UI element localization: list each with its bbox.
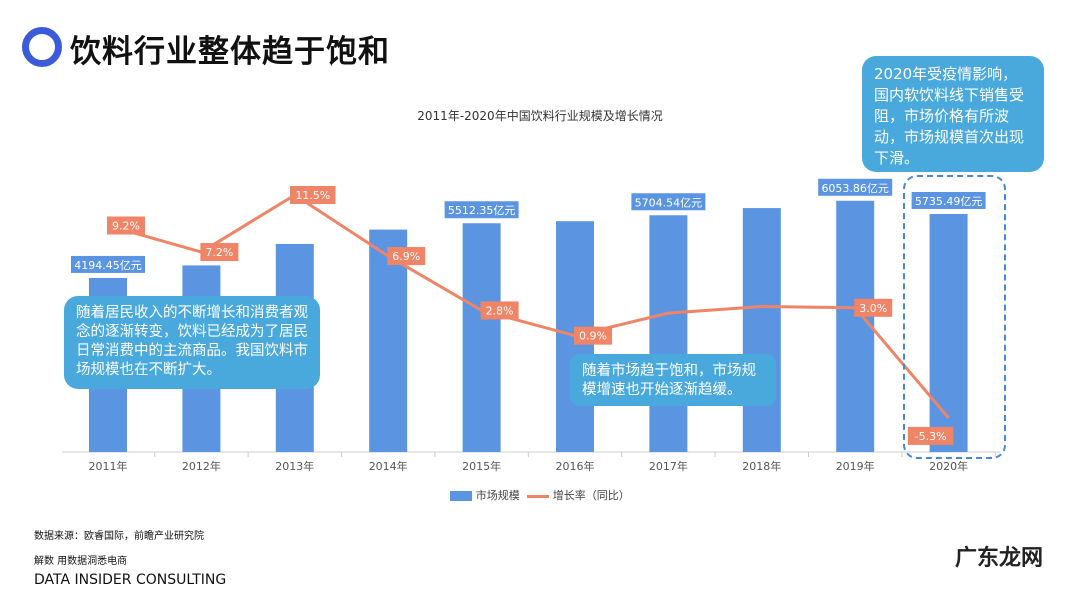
x-tick-label: 2018年 <box>742 459 781 473</box>
line-data-label: 3.0% <box>859 302 887 315</box>
legend-line-label: 增长率（同比） <box>552 489 630 502</box>
line-data-label: 7.2% <box>205 246 233 259</box>
line-label-bg <box>907 426 954 445</box>
bar-data-label: 5704.54亿元 <box>635 196 703 209</box>
bar-label-bg <box>911 191 986 209</box>
line-data-label: 9.2% <box>112 220 140 233</box>
line-label-bg <box>854 298 893 317</box>
callout-growth: 随着居民收入的不断增长和消费者观念的逐渐转变，饮料已经成为了居民日常消费中的主流… <box>64 296 320 389</box>
legend-line-swatch <box>527 494 550 498</box>
bar-data-label: 5735.49亿元 <box>915 195 983 208</box>
line-data-label: 0.9% <box>579 330 607 343</box>
callout-2020: 2020年受疫情影响，国内软饮料线下销售受阻，市场价格有所波动，市场规模首次出现… <box>862 56 1044 172</box>
x-tick-label: 2020年 <box>929 459 968 473</box>
legend: 市场规模 增长率（同比） <box>0 487 1080 503</box>
line-label-bg <box>107 216 145 235</box>
bar-label-bg <box>71 255 145 273</box>
bar-data-label: 5512.35亿元 <box>448 204 516 217</box>
x-tick-label: 2011年 <box>89 459 128 473</box>
x-tick-label: 2019年 <box>836 459 875 473</box>
callout-saturation: 随着市场趋于饱和，市场规模增速也开始逐渐趋缓。 <box>570 354 776 406</box>
bar <box>462 223 501 452</box>
bar-label-bg <box>444 201 519 219</box>
title-ring-icon <box>22 27 62 67</box>
x-tick-label: 2016年 <box>556 459 595 473</box>
line-data-label: -5.3% <box>915 430 947 443</box>
page-title: 饮料行业整体趋于饱和 <box>70 34 390 70</box>
bar-data-label: 6053.86亿元 <box>821 182 889 195</box>
line-label-bg <box>290 185 336 204</box>
line-label-bg <box>574 326 612 345</box>
legend-bar-label: 市场规模 <box>475 489 520 502</box>
bar <box>649 215 688 452</box>
line-label-bg <box>387 247 426 266</box>
company-name: DATA INSIDER CONSULTING <box>34 572 227 588</box>
x-tick-label: 2017年 <box>649 459 688 473</box>
line-label-bg <box>200 243 239 262</box>
x-tick-label: 2015年 <box>462 459 501 473</box>
slogan: 解数 用数据洞悉电商 <box>34 556 128 567</box>
data-source: 数据来源：欧睿国际，前瞻产业研究院 <box>34 531 204 542</box>
highlight-2020-box <box>903 175 1006 459</box>
x-tick-label: 2012年 <box>182 459 221 473</box>
x-tick-label: 2014年 <box>369 459 408 473</box>
bar-label-bg <box>631 193 706 211</box>
bar <box>836 200 875 452</box>
bar <box>742 208 781 452</box>
line-data-label: 2.8% <box>486 304 514 317</box>
growth-line <box>107 193 950 419</box>
bar-label-bg <box>818 178 893 196</box>
bar <box>929 213 968 452</box>
line-data-label: 6.9% <box>392 250 420 263</box>
bar <box>369 229 408 452</box>
legend-bar-swatch <box>450 491 473 501</box>
line-data-label: 11.5% <box>295 189 330 202</box>
x-tick-label: 2013年 <box>275 459 314 473</box>
chart-title: 2011年-2020年中国饮料行业规模及增长情况 <box>417 109 663 123</box>
bar-data-label: 4194.45亿元 <box>74 259 142 272</box>
line-label-bg <box>480 301 519 320</box>
watermark-logo: 广东龙网 <box>955 546 1044 571</box>
